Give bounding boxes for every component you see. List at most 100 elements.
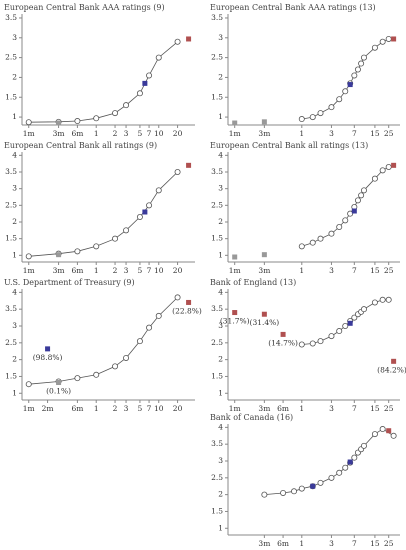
x-tick-label: 1 bbox=[299, 266, 304, 275]
x-tick-label: 7 bbox=[352, 404, 357, 413]
point bbox=[371, 299, 378, 306]
x-tick-label: 2 bbox=[113, 129, 118, 138]
point bbox=[25, 381, 32, 388]
point-label: (0.1%) bbox=[46, 387, 71, 396]
square-point bbox=[391, 36, 397, 42]
point-label: (84.2%) bbox=[377, 365, 406, 374]
point-label: (31.4%) bbox=[250, 318, 280, 327]
y-tick-label: 3.5 bbox=[211, 167, 223, 176]
fit-line bbox=[28, 171, 178, 257]
panel-title: European Central Bank AAA ratings (9) bbox=[4, 3, 165, 12]
x-tick-label: 1m bbox=[229, 404, 241, 413]
square-point bbox=[142, 209, 148, 215]
point bbox=[309, 114, 316, 121]
x-tick-label: 7 bbox=[147, 129, 152, 138]
point bbox=[146, 202, 153, 209]
point bbox=[155, 312, 162, 319]
x-tick-label: 15 bbox=[370, 129, 380, 138]
point bbox=[174, 294, 181, 301]
point bbox=[358, 60, 365, 67]
y-tick-label: 2.5 bbox=[5, 53, 17, 62]
point bbox=[351, 72, 358, 79]
square-point bbox=[232, 254, 238, 260]
y-tick-label: 3 bbox=[218, 184, 223, 193]
point-label: (14.7%) bbox=[268, 338, 298, 347]
point bbox=[93, 243, 100, 250]
fit-line bbox=[301, 299, 389, 345]
square-point bbox=[186, 36, 192, 42]
point bbox=[379, 426, 386, 433]
point bbox=[371, 175, 378, 182]
point bbox=[360, 442, 367, 449]
point bbox=[351, 314, 358, 321]
x-tick-label: 1m bbox=[23, 404, 35, 413]
point bbox=[342, 217, 349, 224]
y-tick-label: 2.5 bbox=[211, 53, 223, 62]
panel-title: European Central Bank all ratings (9) bbox=[4, 141, 157, 150]
y-tick-label: 1 bbox=[218, 112, 223, 121]
y-tick-label: 2.5 bbox=[5, 338, 17, 347]
point bbox=[385, 163, 392, 170]
x-tick-label: 3m bbox=[53, 266, 65, 275]
y-tick-label: 1 bbox=[218, 250, 223, 259]
square-point bbox=[347, 320, 353, 326]
panel-title: Bank of Canada (16) bbox=[210, 413, 293, 422]
square-point bbox=[45, 346, 51, 352]
y-tick-label: 3 bbox=[218, 321, 223, 330]
y-tick-label: 1.5 bbox=[5, 92, 17, 101]
y-tick-label: 3.5 bbox=[211, 304, 223, 313]
y-tick-label: 3 bbox=[12, 184, 17, 193]
point bbox=[358, 192, 365, 199]
y-tick-label: 2 bbox=[218, 490, 223, 499]
x-tick-label: 5 bbox=[138, 266, 143, 275]
x-tick-label: 3m bbox=[258, 404, 270, 413]
x-tick-label: 20 bbox=[173, 404, 183, 413]
point bbox=[328, 333, 335, 340]
x-tick-label: 5 bbox=[138, 404, 143, 413]
y-tick-label: 3.5 bbox=[5, 167, 17, 176]
panel-title: Bank of England (13) bbox=[210, 278, 296, 287]
fit-line bbox=[264, 428, 394, 495]
x-tick-label: 3 bbox=[329, 129, 334, 138]
x-tick-label: 15 bbox=[370, 266, 380, 275]
point bbox=[328, 230, 335, 237]
point bbox=[351, 454, 358, 461]
point bbox=[25, 253, 32, 260]
point bbox=[354, 66, 361, 73]
x-tick-label: 25 bbox=[384, 129, 394, 138]
point bbox=[342, 464, 349, 471]
y-tick-label: 2.5 bbox=[5, 200, 17, 209]
point bbox=[309, 239, 316, 246]
point bbox=[336, 96, 343, 103]
x-tick-label: 15 bbox=[370, 539, 380, 548]
x-tick-label: 3 bbox=[124, 266, 129, 275]
fit-line bbox=[301, 38, 389, 120]
x-tick-label: 3 bbox=[124, 129, 129, 138]
x-tick-label: 3m bbox=[258, 266, 270, 275]
y-tick-label: 3.5 bbox=[5, 13, 17, 22]
point bbox=[136, 213, 143, 220]
point bbox=[93, 115, 100, 122]
panel-title: European Central Bank all ratings (13) bbox=[210, 141, 368, 150]
square-point bbox=[232, 120, 238, 126]
point bbox=[379, 296, 386, 303]
y-tick-label: 2 bbox=[12, 355, 17, 364]
x-tick-label: 1 bbox=[299, 404, 304, 413]
y-tick-label: 4 bbox=[218, 422, 223, 431]
x-tick-label: 10 bbox=[154, 129, 164, 138]
x-tick-label: 7 bbox=[352, 266, 357, 275]
x-tick-label: 5 bbox=[138, 129, 143, 138]
x-tick-label: 10 bbox=[154, 404, 164, 413]
point bbox=[123, 227, 130, 234]
point bbox=[146, 72, 153, 79]
square-point bbox=[232, 310, 238, 316]
square-point bbox=[347, 459, 353, 465]
point bbox=[136, 90, 143, 97]
y-tick-label: 3.5 bbox=[5, 304, 17, 313]
x-tick-label: 6m bbox=[277, 404, 289, 413]
point bbox=[328, 474, 335, 481]
y-tick-label: 2.5 bbox=[211, 200, 223, 209]
x-tick-label: 25 bbox=[384, 539, 394, 548]
y-tick-label: 4 bbox=[12, 287, 17, 296]
